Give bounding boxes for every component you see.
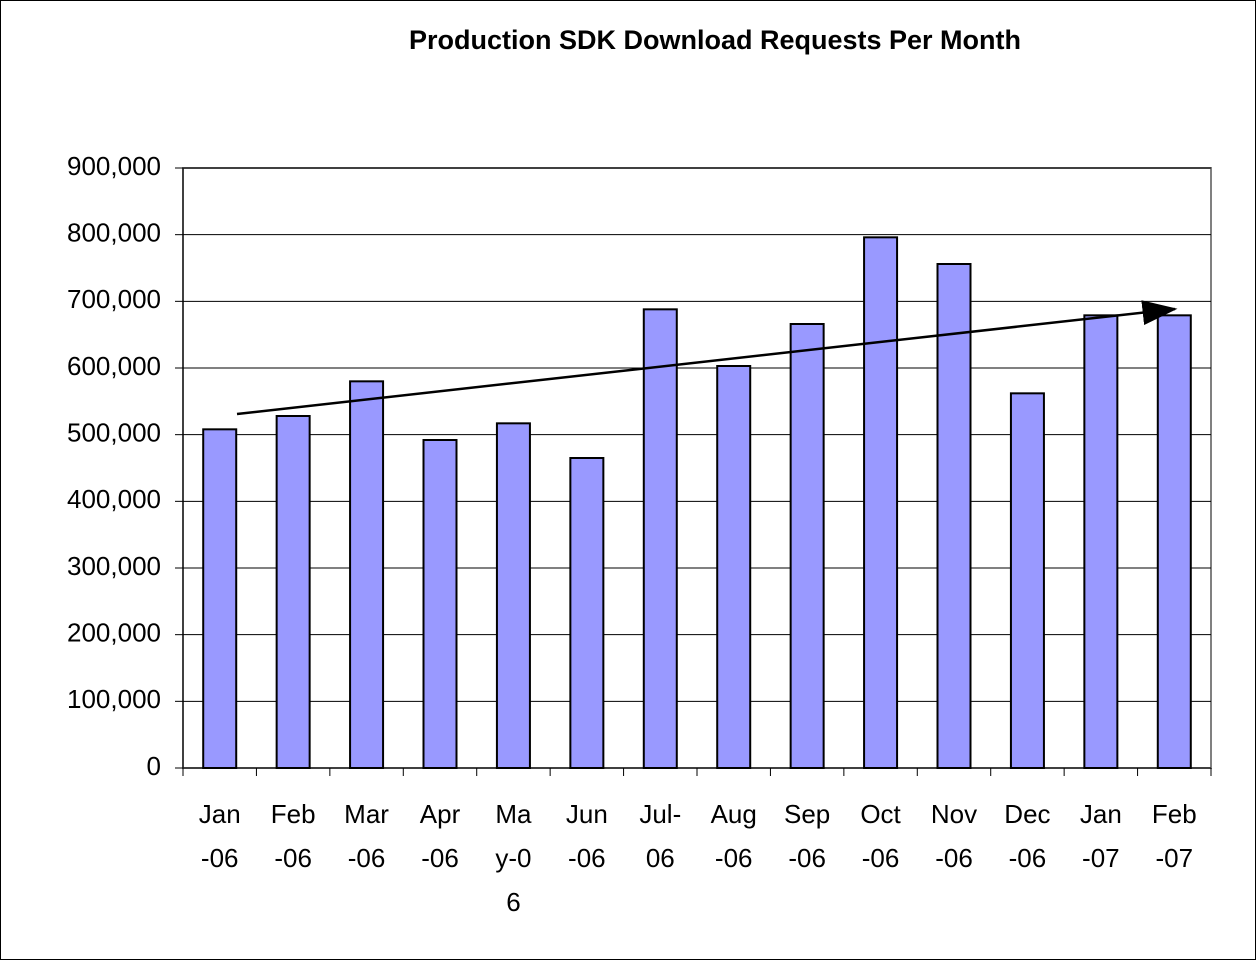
x-tick-label: Jan-07 — [1079, 799, 1122, 873]
x-tick-label: Apr-06 — [419, 799, 461, 873]
x-tick-label: May-06 — [495, 799, 532, 917]
y-tick-label: 300,000 — [67, 551, 161, 581]
x-tick-label: Jul-06 — [639, 799, 682, 873]
bar — [569, 457, 605, 769]
y-tick-label: 900,000 — [67, 151, 161, 181]
y-tick-label: 0 — [147, 751, 161, 781]
plot-area — [182, 167, 1212, 769]
bar — [642, 308, 678, 769]
bar — [789, 323, 825, 769]
y-tick-label: 700,000 — [67, 284, 161, 314]
x-tick-label: Feb-07 — [1151, 799, 1197, 873]
y-tick-label: 100,000 — [67, 684, 161, 714]
x-tick-label: Feb-06 — [270, 799, 316, 873]
chart-title: Production SDK Download Requests Per Mon… — [409, 25, 1021, 55]
bar — [349, 380, 385, 769]
y-tick-label: 400,000 — [67, 484, 161, 514]
x-tick-label: Oct-06 — [860, 799, 901, 873]
bar — [275, 415, 311, 769]
bar — [863, 236, 899, 770]
x-tick-label: Dec-06 — [1004, 799, 1051, 873]
bar — [716, 365, 752, 769]
x-tick-label: Jan-06 — [198, 799, 241, 873]
bar — [1009, 392, 1045, 769]
x-tick-label: Nov-06 — [930, 799, 978, 873]
trend-arrow — [236, 300, 1178, 416]
bar — [495, 422, 531, 769]
y-tick-label: 800,000 — [67, 218, 161, 248]
x-tick-label: Mar-06 — [344, 799, 389, 873]
bar — [202, 428, 238, 769]
bar — [936, 263, 972, 769]
y-tick-label: 500,000 — [67, 418, 161, 448]
y-tick-label: 200,000 — [67, 618, 161, 648]
bar — [1083, 314, 1119, 769]
y-tick-label: 600,000 — [67, 351, 161, 381]
x-tick-label: Sep-06 — [784, 799, 831, 873]
x-tick-label: Jun-06 — [565, 799, 608, 873]
x-tick-label: Aug-06 — [710, 799, 757, 873]
bar — [422, 439, 458, 769]
bar — [1156, 314, 1192, 769]
